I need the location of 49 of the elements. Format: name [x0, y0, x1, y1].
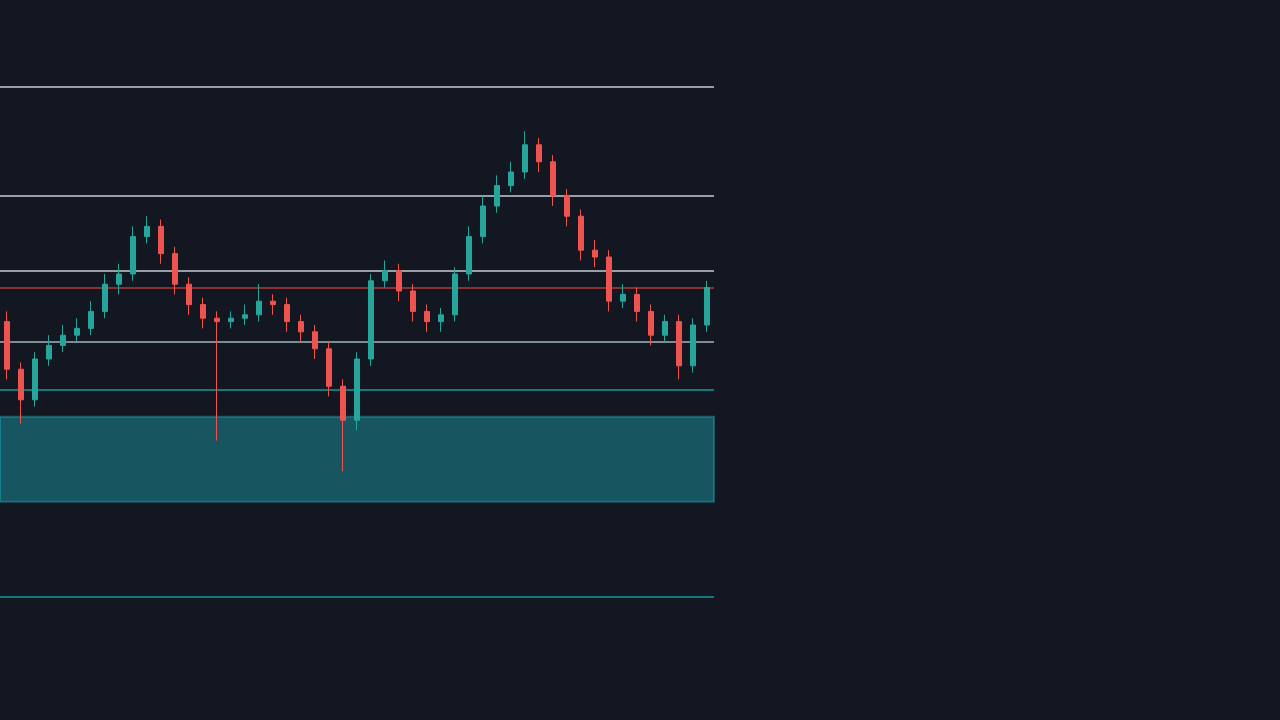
candlestick	[634, 287, 640, 323]
candlestick	[88, 300, 94, 336]
candlestick	[564, 188, 570, 227]
candlestick	[592, 239, 598, 268]
candlestick	[340, 378, 346, 472]
candlestick	[144, 215, 150, 244]
candlestick	[438, 307, 444, 333]
candlestick	[242, 304, 248, 326]
candlestick	[256, 283, 262, 323]
candlestick	[382, 259, 388, 289]
candlestick	[508, 161, 514, 193]
candlestick	[116, 263, 122, 295]
candlestick	[186, 276, 192, 316]
candlestick	[536, 137, 542, 173]
candlestick	[480, 195, 486, 244]
candlestick	[214, 310, 220, 442]
candlestick	[522, 130, 528, 180]
candlestick	[270, 293, 276, 316]
candlestick	[578, 208, 584, 261]
candlestick	[466, 225, 472, 282]
candlestick	[550, 154, 556, 207]
candlestick	[606, 249, 612, 312]
candlestick	[284, 297, 290, 333]
candlestick	[410, 283, 416, 323]
candlestick	[158, 219, 164, 265]
candlestick	[494, 174, 500, 214]
candlestick	[396, 263, 402, 302]
candlestick	[424, 304, 430, 333]
candlestick	[4, 310, 10, 380]
candlestick	[102, 273, 108, 319]
candlestick	[326, 341, 332, 397]
candlestick	[704, 280, 710, 333]
candlestick	[620, 283, 626, 309]
candlestick	[298, 314, 304, 343]
candlestick	[452, 266, 458, 323]
candlestick	[200, 297, 206, 329]
candlestick	[648, 304, 654, 346]
candlestick	[172, 246, 178, 295]
candlestick	[676, 314, 682, 380]
candlestick	[18, 361, 24, 425]
candlestick	[312, 324, 318, 360]
candlestick	[60, 324, 66, 353]
candlestick	[46, 334, 52, 367]
candlestick	[662, 314, 668, 343]
candlestick	[228, 310, 234, 329]
candlestick	[690, 317, 696, 374]
candlestick	[74, 317, 80, 343]
candlestick	[368, 273, 374, 367]
candlestick	[130, 225, 136, 282]
